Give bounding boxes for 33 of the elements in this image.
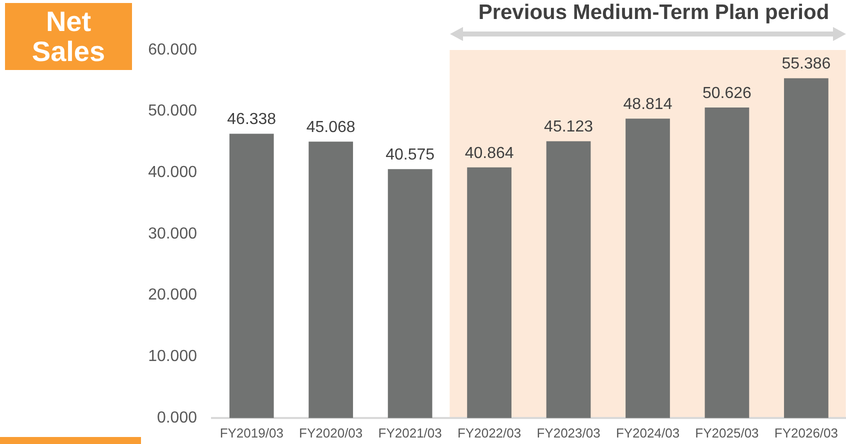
data-label: 40.864 xyxy=(464,144,514,162)
x-tick-label: FY2022/03 xyxy=(457,425,522,440)
bar xyxy=(388,169,432,418)
x-tick-label: FY2020/03 xyxy=(299,425,363,440)
x-tick-label: FY2019/03 xyxy=(220,425,284,440)
y-tick-label: 40.000 xyxy=(148,164,198,182)
bar xyxy=(784,78,828,418)
y-tick-label: 10.000 xyxy=(148,348,198,366)
data-label: 50.626 xyxy=(702,84,752,102)
x-tick-label: FY2025/03 xyxy=(695,425,759,440)
data-label: 45.068 xyxy=(306,118,356,136)
bar xyxy=(704,107,750,418)
bar xyxy=(546,141,591,418)
bar xyxy=(626,118,670,418)
x-tick-label: FY2021/03 xyxy=(378,425,442,440)
y-tick-label: 20.000 xyxy=(148,286,198,304)
y-tick-label: 60.000 xyxy=(148,41,198,58)
x-tick-label: FY2023/03 xyxy=(536,425,600,440)
data-label: 46.338 xyxy=(227,111,276,128)
band-label: Previous Medium-Term Plan period xyxy=(478,0,830,24)
bar xyxy=(229,134,274,418)
y-tick-label: 0.000 xyxy=(156,409,198,426)
x-tick-label: FY2024/03 xyxy=(616,425,680,440)
data-label: 55.386 xyxy=(782,56,831,73)
bar xyxy=(467,167,512,418)
chart-title: Net Sales xyxy=(5,3,132,70)
y-tick-label: 30.000 xyxy=(148,225,198,242)
y-tick-label: 50.000 xyxy=(148,102,198,120)
data-label: 45.123 xyxy=(544,118,594,136)
bar xyxy=(308,142,354,418)
data-label: 40.575 xyxy=(386,146,435,164)
data-label: 48.814 xyxy=(623,96,672,114)
x-tick-label: FY2026/03 xyxy=(774,425,838,440)
